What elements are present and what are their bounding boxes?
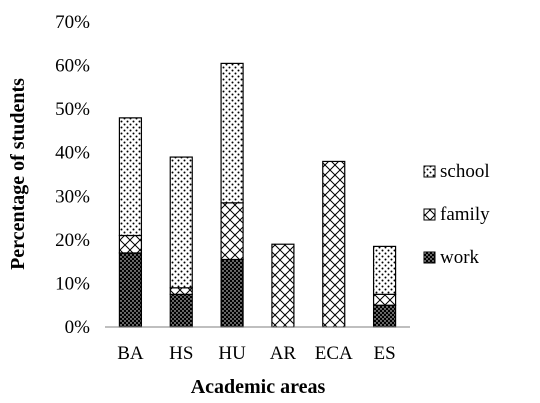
legend-swatch-school	[423, 165, 436, 178]
y-tick-label: 30%	[55, 186, 90, 207]
x-axis-title: Academic areas	[191, 376, 326, 398]
bar-segment-work-es	[372, 304, 397, 328]
legend-item-work: work	[423, 247, 480, 268]
bar-segment-school-hu	[220, 62, 244, 204]
bar-segment-work-hu	[220, 258, 244, 328]
bar-segment-family-ba	[118, 234, 143, 254]
legend-item-family: family	[423, 204, 490, 225]
x-tick-label: HU	[218, 343, 246, 364]
legend-label-family: family	[440, 204, 490, 225]
y-tick-label: 20%	[55, 230, 90, 251]
x-tick-label: ECA	[315, 343, 353, 364]
x-axis-ticks: BA HS HU AR ECA ES	[117, 343, 395, 364]
bar-segment-family-es	[372, 293, 397, 306]
bar-segment-school-es	[372, 245, 397, 295]
y-axis-ticks: 0% 10% 20% 30% 40% 50% 60% 70%	[55, 12, 90, 338]
legend: school family work	[423, 161, 490, 268]
y-tick-label: 10%	[55, 273, 90, 294]
bar-segment-work-ba	[118, 252, 143, 328]
x-tick-label: BA	[117, 343, 144, 364]
legend-label-school: school	[440, 161, 490, 182]
y-tick-label: 50%	[55, 99, 90, 120]
y-tick-label: 40%	[55, 143, 90, 164]
bar-segment-school-hs	[169, 156, 193, 289]
bar-segment-family-hu	[220, 202, 244, 261]
y-tick-label: 0%	[65, 317, 91, 338]
legend-swatch-family	[423, 208, 436, 221]
legend-label-work: work	[440, 247, 480, 268]
bar-segment-work-hs	[169, 293, 193, 328]
bar-segment-family-ar	[271, 243, 295, 328]
x-tick-label: AR	[270, 343, 297, 364]
y-tick-label: 70%	[55, 12, 90, 33]
y-axis-title: Percentage of students	[7, 78, 29, 270]
x-tick-label: ES	[373, 343, 395, 364]
bars	[118, 62, 397, 328]
bar-segment-family-eca	[322, 160, 346, 328]
bar-segment-school-ba	[118, 117, 143, 237]
legend-swatch-work	[423, 251, 436, 264]
x-tick-label: HS	[169, 343, 193, 364]
bar-segment-family-hs	[169, 287, 193, 295]
y-tick-label: 60%	[55, 56, 90, 77]
legend-item-school: school	[423, 161, 490, 182]
